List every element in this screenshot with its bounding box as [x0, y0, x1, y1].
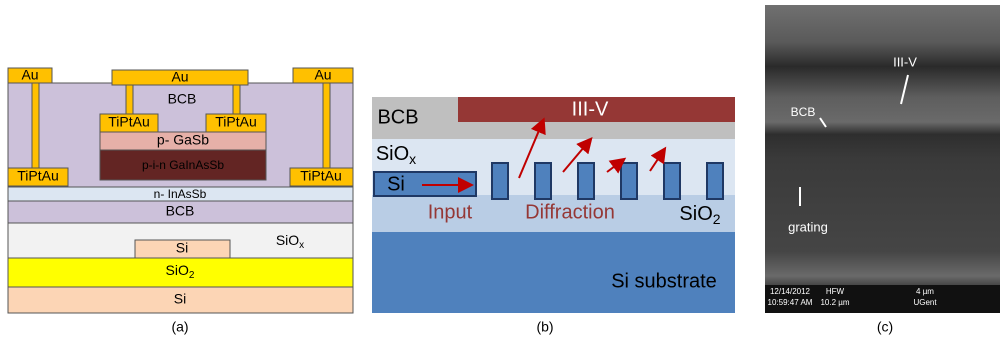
label: Si	[176, 240, 188, 256]
panel-c: III-V BCB grating 12/14/2012 HFW 10:59:4…	[765, 5, 1000, 335]
label: Si substrate	[611, 270, 717, 292]
label: Input	[428, 201, 473, 223]
label: Si	[174, 291, 186, 307]
label-sub: x	[409, 151, 416, 167]
via	[32, 83, 39, 168]
label: Au	[21, 67, 38, 83]
caption: (b)	[536, 319, 553, 335]
label-base: SiO	[276, 232, 299, 248]
label: BCB	[377, 106, 418, 128]
info: 4 µm	[916, 287, 934, 296]
label-base: SiO	[166, 262, 189, 278]
label: III-V	[893, 54, 917, 69]
via	[126, 85, 133, 114]
label: TiPtAu	[215, 114, 257, 130]
label: BCB	[166, 203, 195, 219]
label: Diffraction	[525, 201, 615, 223]
info: 12/14/2012	[770, 287, 811, 296]
label: BCB	[168, 91, 197, 107]
info: 10.2 µm	[820, 298, 849, 307]
label: grating	[788, 219, 828, 234]
caption: (a)	[171, 319, 188, 335]
label-sub: 2	[713, 211, 721, 227]
label: n- InAsSb	[154, 187, 207, 201]
label-base: SiO	[679, 203, 712, 225]
info: UGent	[913, 298, 937, 307]
info: 10:59:47 AM	[768, 298, 813, 307]
label: III-V	[572, 98, 609, 120]
label-sub: 2	[189, 270, 195, 281]
label: Si	[387, 173, 405, 195]
label: p-i-n GaInAsSb	[142, 158, 224, 172]
sem-image	[765, 5, 1000, 313]
caption: (c)	[877, 319, 893, 335]
label: Au	[171, 69, 188, 85]
label: TiPtAu	[108, 114, 150, 130]
panel-b: BCB III-V SiOx Si Input Diffraction SiO2…	[372, 97, 735, 335]
label: BCB	[791, 105, 816, 119]
label: Au	[314, 67, 331, 83]
via	[323, 83, 330, 168]
label: TiPtAu	[300, 168, 342, 184]
info: HFW	[826, 287, 845, 296]
label-sub: x	[299, 240, 304, 251]
figure: Au Au Au BCB TiPtAu TiPtAu TiPtAu TiPtAu…	[0, 0, 1000, 343]
label-base: SiO	[376, 143, 409, 165]
label: p- GaSb	[157, 132, 209, 148]
via	[233, 85, 240, 114]
panel-a: Au Au Au BCB TiPtAu TiPtAu TiPtAu TiPtAu…	[8, 67, 353, 335]
label: TiPtAu	[17, 168, 59, 184]
